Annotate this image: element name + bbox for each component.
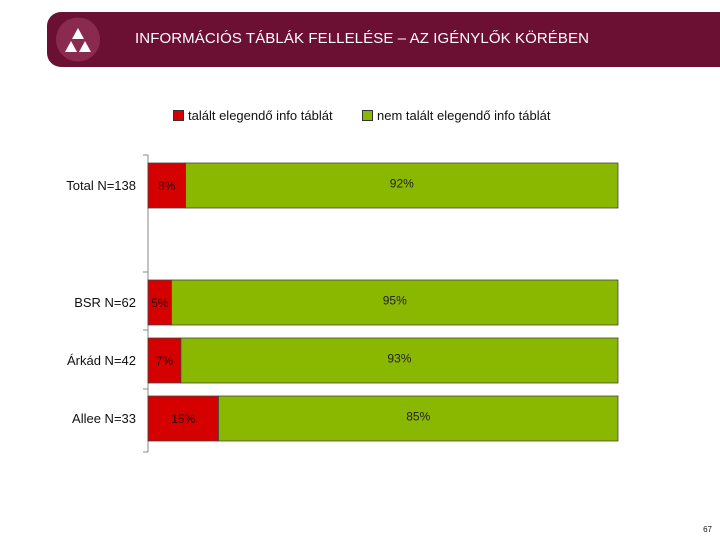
legend-label-not-found: nem talált elegendő info táblát (377, 108, 551, 123)
bar-segment-found (147, 162, 186, 209)
data-label-not-found: 93% (387, 352, 411, 366)
data-label-found: 5% (151, 296, 169, 310)
data-label-not-found: 95% (383, 294, 407, 308)
legend-label-found: talált elegendő info táblát (188, 108, 333, 123)
bar-segment-found (147, 395, 219, 442)
chart-bars (147, 162, 619, 442)
data-label-found: 15% (171, 412, 195, 426)
bar-segment-not-found (180, 337, 619, 384)
category-label-bsr: BSR N=62 (74, 295, 136, 310)
bar-segment-not-found (185, 162, 619, 209)
data-label-not-found: 92% (390, 177, 414, 191)
chart-labels: Total N=138 8% 92% BSR N=62 5% 95% Árkád N=42 7… (66, 177, 430, 427)
bar-segment-not-found (171, 279, 619, 326)
category-label-rk-d: Árkád N=42 (67, 353, 136, 368)
legend-swatch-not-found (362, 110, 373, 122)
triangle-logo-icon (56, 17, 100, 62)
data-label-not-found: 85% (406, 410, 430, 424)
bar-segment-found (147, 337, 182, 384)
category-label-allee: Allee N=33 (72, 411, 136, 426)
chart-axis (143, 154, 149, 453)
bar-segment-not-found (218, 395, 619, 442)
chart-legend: talált elegendő info táblát nem talált e… (0, 108, 720, 126)
category-label-total: Total N=138 (66, 178, 136, 193)
data-label-found: 7% (156, 354, 174, 368)
data-label-found: 8% (158, 179, 176, 193)
legend-swatch-found (173, 110, 184, 122)
page-title: INFORMÁCIÓS TÁBLÁK FELLELÉSE – AZ IGÉNYL… (135, 30, 590, 47)
header-banner: INFORMÁCIÓS TÁBLÁK FELLELÉSE – AZ IGÉNYL… (47, 12, 720, 67)
legend-item-not-found: nem talált elegendő info táblát (362, 108, 550, 126)
legend-item-found: talált elegendő info táblát (173, 108, 333, 126)
page-number: 67 (703, 525, 712, 534)
